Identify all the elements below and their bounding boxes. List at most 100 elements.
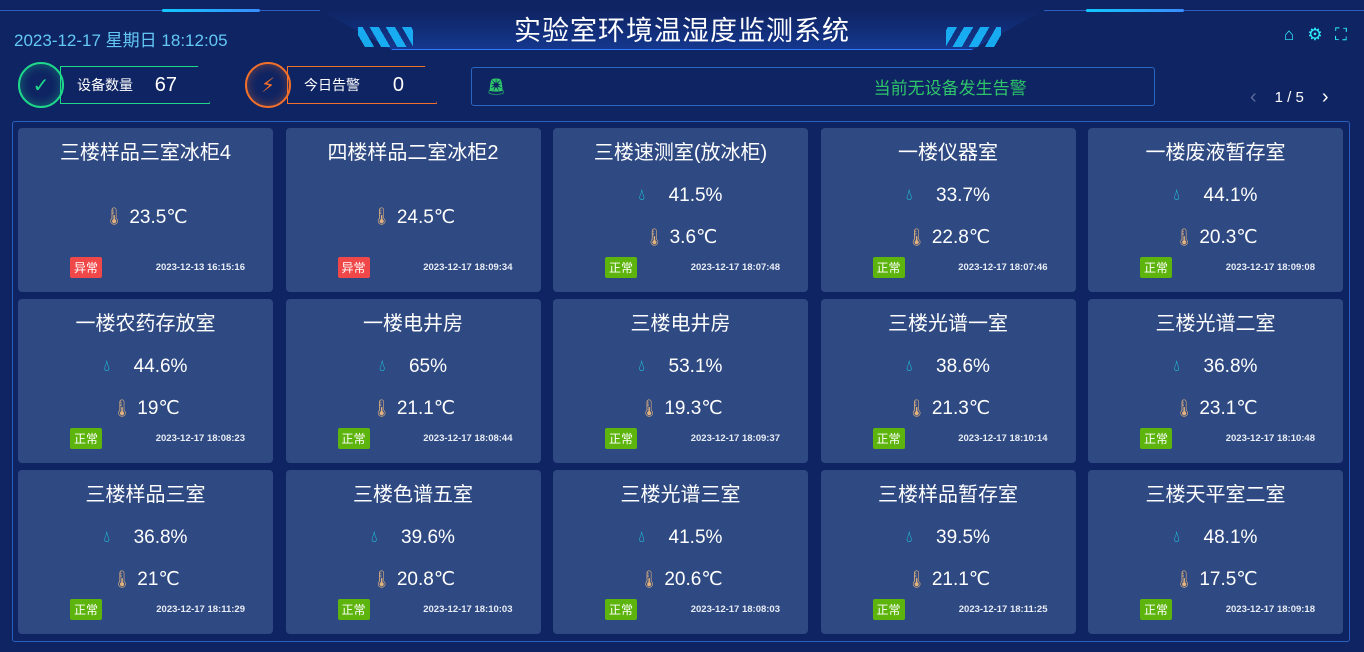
- device-name: 三楼色谱五室: [353, 484, 473, 506]
- device-card[interactable]: 三楼样品三室冰柜4 🌡︎ 23.5℃ 异常 2023-12-13 16:15:16: [18, 128, 273, 292]
- device-card[interactable]: 一楼仪器室 💧︎ 33.7% 🌡︎ 22.8℃ 正常 2023-12-17 18:07:46: [820, 128, 1076, 292]
- device-name: 三楼样品暂存室: [878, 484, 1018, 506]
- humidity-value: 36.8%: [133, 527, 188, 548]
- thermometer-icon: 🌡︎: [103, 207, 125, 226]
- status-badge: 正常: [70, 428, 103, 449]
- fullscreen-icon[interactable]: ⛶: [1335, 25, 1347, 44]
- update-time: 2023-12-17 18:10:48: [1225, 433, 1315, 444]
- temperature-row: 🌡︎ 23.5℃: [103, 206, 187, 229]
- device-count-stat: ✓ 设备数量 67: [18, 62, 210, 108]
- thermometer-icon: 🌡︎: [1173, 227, 1195, 247]
- prev-page-button[interactable]: ‹: [1250, 86, 1257, 108]
- humidity-icon: 💧︎: [906, 187, 913, 204]
- temperature-row: 🌡︎ 21.1℃: [906, 568, 990, 591]
- humidity-value: 53.1%: [668, 356, 723, 377]
- update-time: 2023-12-17 18:08:44: [423, 433, 513, 444]
- thermometer-icon: 🌡︎: [905, 398, 928, 418]
- device-card[interactable]: 三楼光谱一室 💧︎ 38.6% 🌡︎ 21.3℃ 正常 2023-12-17 18:10:1…: [820, 299, 1076, 463]
- thermometer-icon: 🌡︎: [370, 207, 393, 226]
- device-name: 一楼废液暂存室: [1145, 142, 1286, 164]
- device-card[interactable]: 三楼天平室二室 💧︎ 48.1% 🌡︎ 17.5℃ 正常 2023-12-17 18:09:…: [1088, 470, 1343, 634]
- device-card[interactable]: 三楼样品三室 💧︎ 36.8% 🌡︎ 21℃ 正常 2023-12-17 18:11:29: [18, 470, 273, 634]
- humidity-icon: 💧︎: [638, 187, 645, 204]
- humidity-value: 65%: [408, 356, 447, 377]
- update-time: 2023-12-17 18:09:34: [423, 262, 513, 273]
- alarm-icon: 🚨︎: [486, 78, 507, 96]
- humidity-icon: 💧︎: [371, 529, 378, 546]
- humidity-value: 44.6%: [133, 356, 188, 377]
- temperature-value: 3.6℃: [669, 227, 718, 248]
- status-badge: 正常: [70, 599, 103, 620]
- temperature-row: 🌡︎ 21.1℃: [371, 397, 455, 420]
- humidity-icon: 💧︎: [906, 358, 913, 375]
- device-grid: 三楼样品三室冰柜4 🌡︎ 23.5℃ 异常 2023-12-13 16:15:16 四楼样…: [12, 121, 1350, 642]
- header-line-left: [0, 10, 320, 11]
- update-time: 2023-12-17 18:11:25: [958, 604, 1048, 615]
- humidity-row: 💧︎ 65%: [371, 356, 455, 378]
- temperature-value: 23.1℃: [1199, 398, 1258, 419]
- thermometer-icon: 🌡︎: [905, 569, 928, 589]
- thermometer-icon: 🌡︎: [1173, 569, 1195, 589]
- device-name: 三楼样品三室: [85, 484, 206, 506]
- temperature-value: 22.8℃: [931, 227, 991, 248]
- temperature-value: 17.5℃: [1199, 569, 1258, 590]
- device-card[interactable]: 一楼废液暂存室 💧︎ 44.1% 🌡︎ 20.3℃ 正常 2023-12-17 18:09:…: [1088, 128, 1343, 292]
- device-name: 四楼样品二室冰柜2: [327, 142, 499, 164]
- humidity-row: 💧︎ 48.1%: [1173, 527, 1258, 549]
- device-name: 一楼农药存放室: [75, 313, 216, 335]
- device-card[interactable]: 三楼速测室(放冰柜) 💧︎ 41.5% 🌡︎ 3.6℃ 正常 2023-12-17 18:0…: [553, 128, 808, 292]
- device-card[interactable]: 三楼电井房 💧︎ 53.1% 🌡︎ 19.3℃ 正常 2023-12-17 18:09:37: [553, 299, 808, 463]
- temperature-value: 21.3℃: [931, 398, 991, 419]
- temperature-row: 🌡︎ 3.6℃: [639, 226, 723, 249]
- thermometer-icon: 🌡︎: [370, 398, 393, 418]
- status-badge: 正常: [605, 257, 638, 278]
- update-time: 2023-12-17 18:10:03: [423, 604, 513, 615]
- temperature-row: 🌡︎ 23.1℃: [1173, 397, 1257, 420]
- temperature-value: 21.1℃: [396, 398, 456, 419]
- status-badge: 正常: [872, 257, 905, 278]
- device-name: 一楼仪器室: [898, 142, 998, 164]
- humidity-value: 48.1%: [1203, 527, 1258, 548]
- temperature-row: 🌡︎ 22.8℃: [906, 226, 990, 249]
- humidity-row: 💧︎ 36.8%: [1173, 356, 1258, 378]
- humidity-icon: 💧︎: [1173, 187, 1180, 204]
- humidity-icon: 💧︎: [638, 529, 645, 546]
- temperature-value: 19℃: [137, 398, 180, 419]
- humidity-value: 41.5%: [668, 527, 723, 548]
- humidity-icon: 💧︎: [103, 358, 110, 375]
- device-name: 一楼电井房: [363, 313, 463, 335]
- thermometer-icon: 🌡︎: [638, 569, 660, 589]
- page-title: 实验室环境温湿度监测系统: [514, 16, 850, 46]
- temperature-value: 20.3℃: [1199, 227, 1258, 248]
- device-card[interactable]: 三楼色谱五室 💧︎ 39.6% 🌡︎ 20.8℃ 正常 2023-12-17 18:10:0…: [285, 470, 541, 634]
- device-card[interactable]: 三楼光谱三室 💧︎ 41.5% 🌡︎ 20.6℃ 正常 2023-12-17 18:08:0…: [553, 470, 808, 634]
- humidity-icon: 💧︎: [906, 529, 913, 546]
- device-card[interactable]: 三楼光谱二室 💧︎ 36.8% 🌡︎ 23.1℃ 正常 2023-12-17 18:10:4…: [1088, 299, 1343, 463]
- home-icon[interactable]: ⌂: [1283, 25, 1295, 44]
- update-time: 2023-12-17 18:09:08: [1225, 262, 1315, 273]
- humidity-value: 36.8%: [1203, 356, 1258, 377]
- device-card[interactable]: 四楼样品二室冰柜2 🌡︎ 24.5℃ 异常 2023-12-17 18:09:34: [285, 128, 541, 292]
- alert-count-value: 0: [392, 73, 404, 96]
- temperature-value: 21℃: [137, 569, 180, 590]
- update-time: 2023-12-17 18:09:18: [1225, 604, 1315, 615]
- device-card[interactable]: 三楼样品暂存室 💧︎ 39.5% 🌡︎ 21.1℃ 正常 2023-12-17 18:11:…: [820, 470, 1076, 634]
- next-page-button[interactable]: ›: [1321, 86, 1329, 108]
- status-badge: 正常: [605, 428, 638, 449]
- alert-count-stat: ⚡ 今日告警 0: [245, 62, 437, 108]
- humidity-row: 💧︎ 41.5%: [639, 185, 723, 207]
- device-card[interactable]: 一楼电井房 💧︎ 65% 🌡︎ 21.1℃ 正常 2023-12-17 18:08:44: [285, 299, 541, 463]
- device-name: 三楼速测室(放冰柜): [593, 142, 768, 164]
- alert-text: 当前无设备发生告警: [873, 79, 1027, 98]
- temperature-row: 🌡︎ 21℃: [104, 568, 188, 591]
- gear-icon[interactable]: ⚙: [1307, 25, 1323, 44]
- humidity-row: 💧︎ 39.6%: [371, 527, 455, 549]
- status-badge: 正常: [1140, 257, 1173, 278]
- humidity-value: 38.6%: [936, 356, 990, 377]
- device-card[interactable]: 一楼农药存放室 💧︎ 44.6% 🌡︎ 19℃ 正常 2023-12-17 18:08:23: [18, 299, 273, 463]
- status-badge: 正常: [337, 599, 370, 620]
- thermometer-icon: 🌡︎: [370, 569, 393, 589]
- thermometer-icon: 🌡︎: [643, 227, 666, 247]
- update-time: 2023-12-17 18:07:48: [690, 262, 780, 273]
- temperature-row: 🌡︎ 19.3℃: [638, 397, 722, 420]
